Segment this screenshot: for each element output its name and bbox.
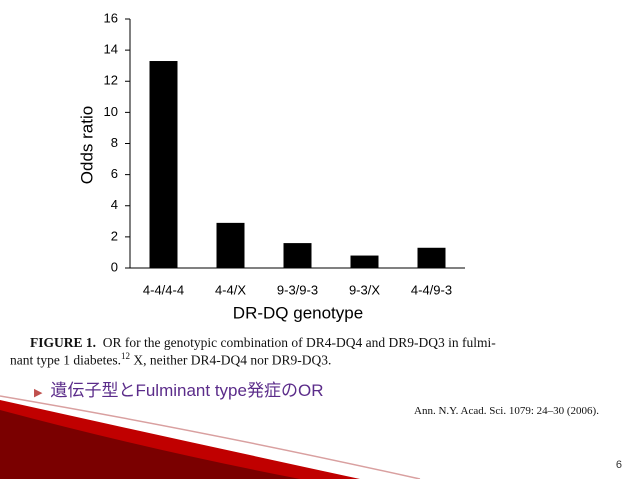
caption-ref: 12 [120,351,130,361]
x-tick-label: 4-4/9-3 [411,282,452,297]
y-tick-label: 0 [111,259,118,274]
bullet: ▶ 遺伝子型とFulminant type発症のOR [34,376,323,401]
x-axis-title: DR-DQ genotype [233,303,363,322]
y-tick-label: 6 [111,166,118,181]
y-tick-label: 12 [104,73,118,88]
bullet-marker: ▶ [34,387,43,399]
y-tick-label: 4 [111,197,118,212]
citation: Ann. N.Y. Acad. Sci. 1079: 24–30 (2006). [414,405,599,417]
y-tick-label: 10 [104,104,118,119]
x-tick-label: 9-3/9-3 [277,282,318,297]
caption-line: FIGURE 1. OR for the genotypic combinati… [30,335,496,351]
y-tick-label: 8 [111,135,118,150]
bar [417,247,446,268]
decoration [0,395,421,479]
x-tick-label: 4-4/4-4 [143,282,184,297]
bar [216,222,245,268]
bar [350,255,379,268]
caption-text: nant type 1 diabetes. [10,352,121,368]
caption-text: X, neither DR4-DQ4 nor DR9-DQ3. [133,352,332,368]
y-axis-title: Odds ratio [77,106,96,184]
x-tick-label: 4-4/X [215,282,246,297]
bar [283,243,312,268]
bullet-text: 遺伝子型とFulminant type発症のOR [50,381,324,400]
page-number: 6 [616,459,622,471]
y-tick-label: 16 [104,10,118,25]
y-tick-label: 2 [111,228,118,243]
caption-label: FIGURE 1. [30,335,97,350]
x-tick-label: 9-3/X [349,282,380,297]
caption-text: OR for the genotypic combination of DR4-… [102,335,496,350]
y-tick-label: 14 [104,42,118,57]
caption-line: nant type 1 diabetes.12 X, neither DR4-D… [10,351,331,369]
decoration [0,410,300,479]
bar [149,61,178,268]
